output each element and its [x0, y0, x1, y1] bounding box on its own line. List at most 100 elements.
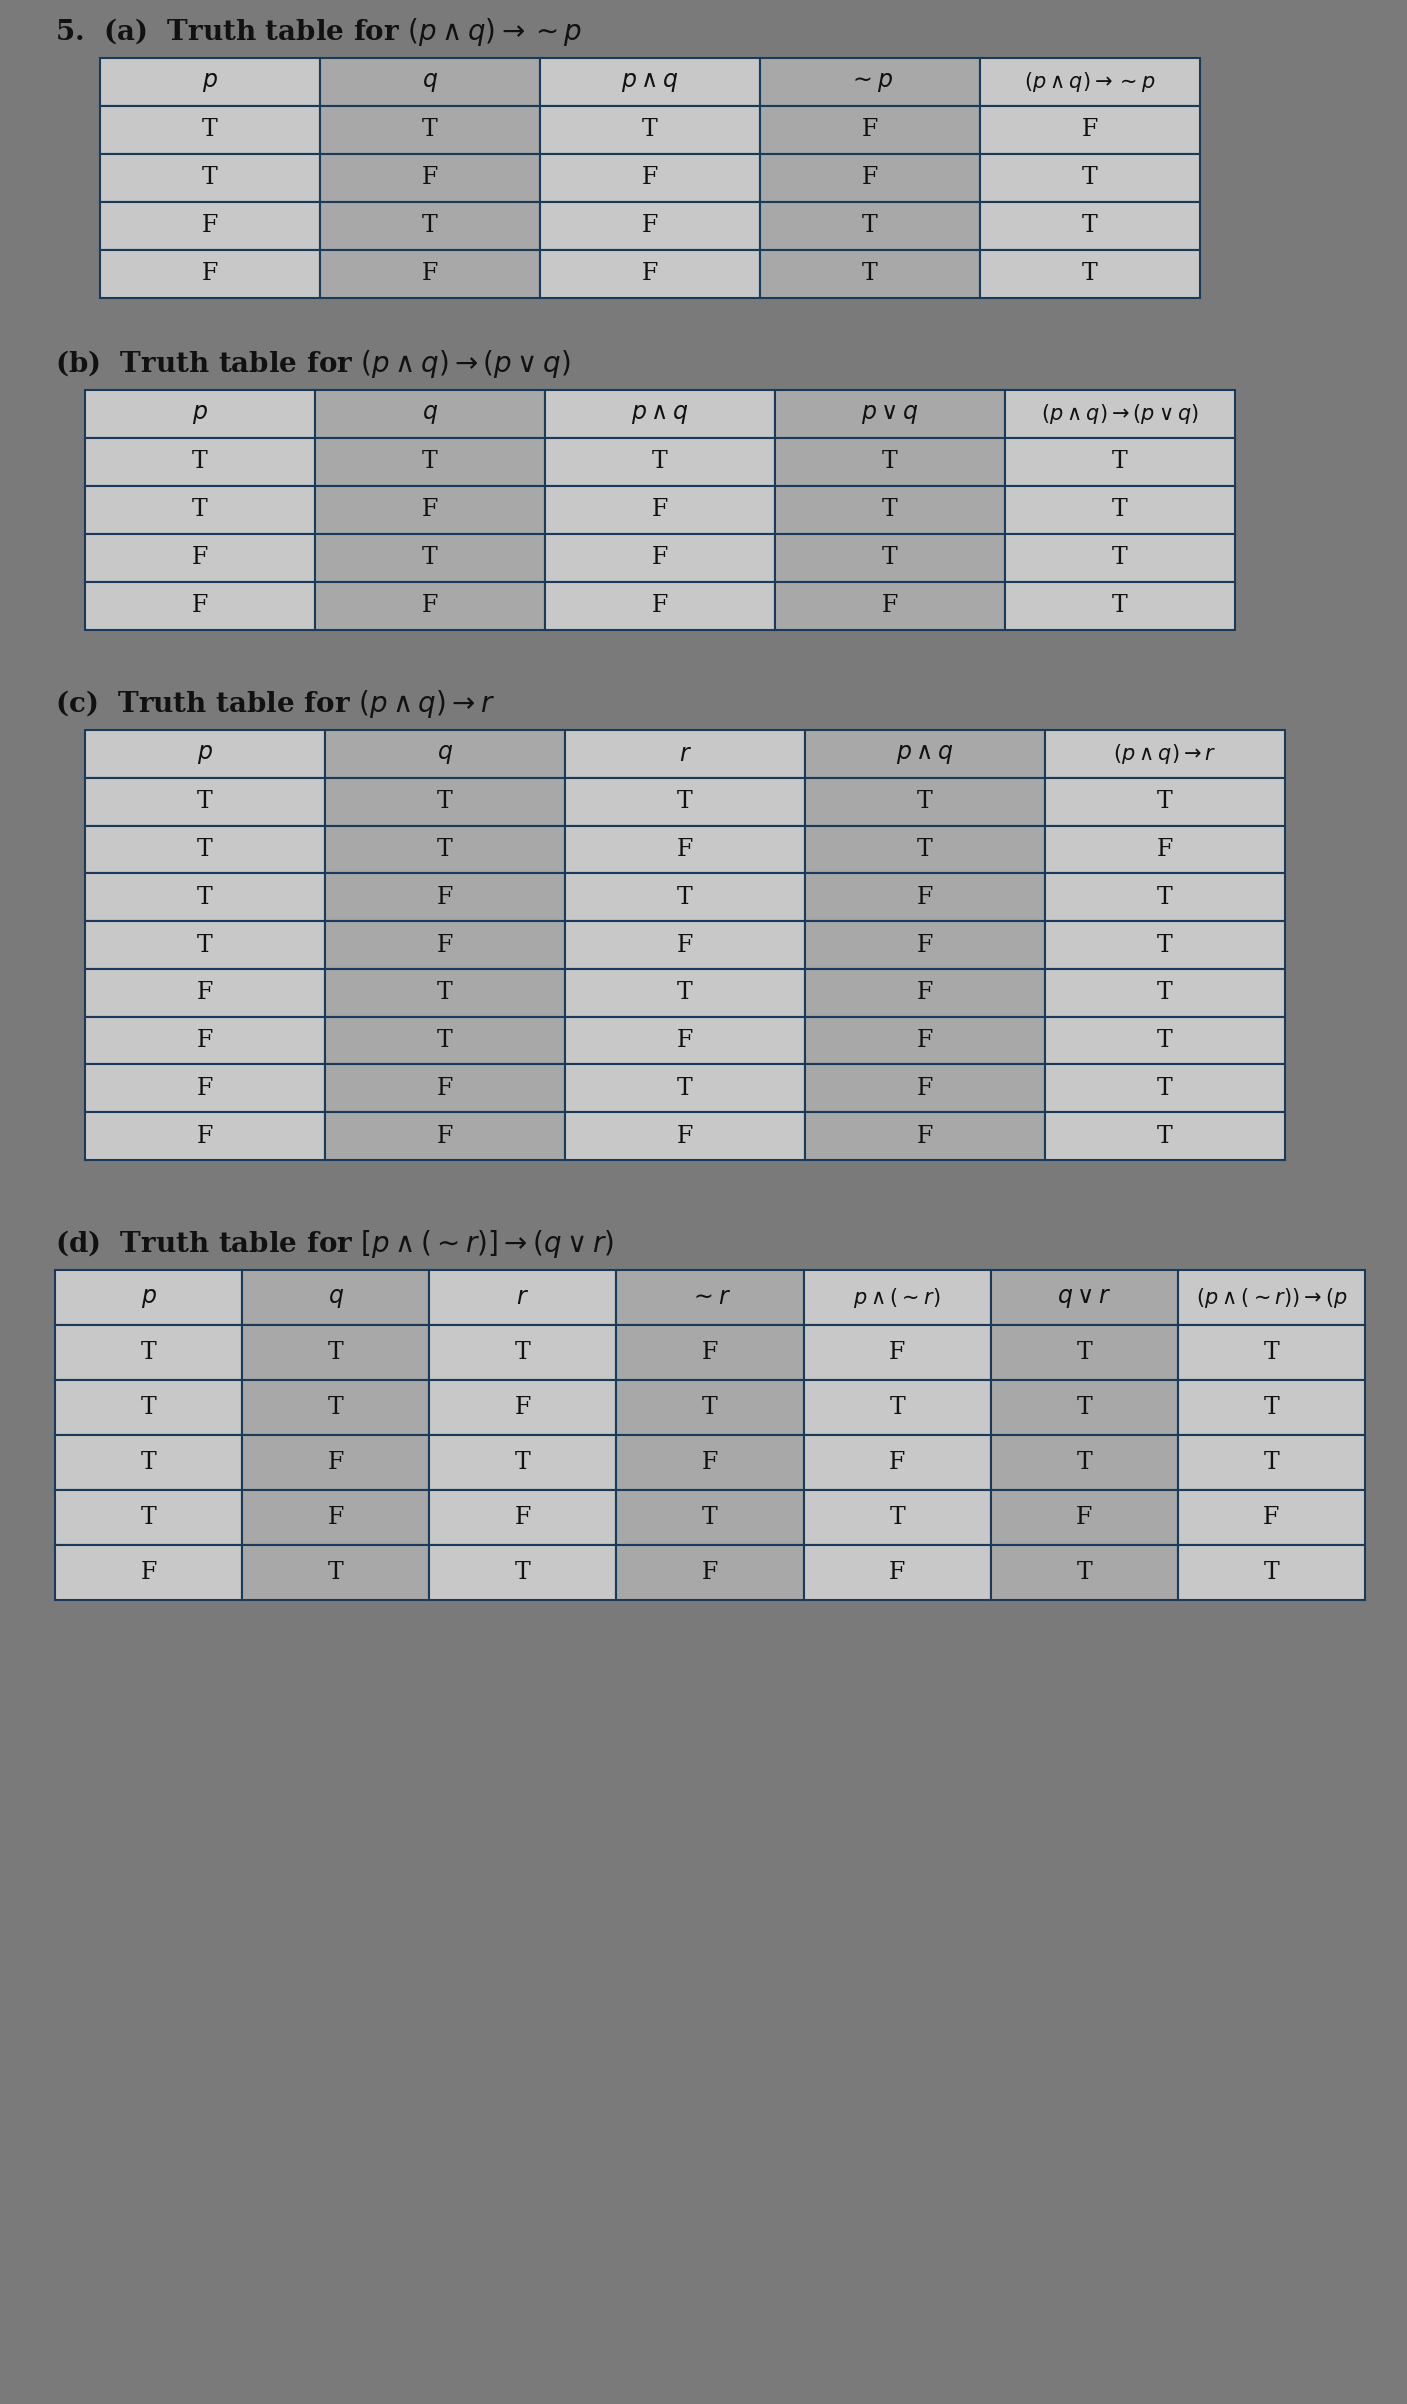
Bar [566, 1065, 805, 1113]
Text: F: F [677, 1125, 694, 1147]
Text: F: F [515, 1397, 530, 1418]
Bar [545, 534, 775, 582]
Text: T: T [422, 450, 438, 474]
Text: $p$: $p$ [197, 743, 212, 767]
Text: F: F [515, 1505, 530, 1529]
Text: T: T [422, 546, 438, 570]
Text: T: T [1263, 1397, 1279, 1418]
Text: F: F [191, 594, 208, 618]
Text: F: F [436, 1077, 453, 1101]
Text: F: F [651, 594, 668, 618]
Bar [100, 154, 319, 202]
Text: F: F [191, 546, 208, 570]
Bar [1005, 438, 1235, 486]
Text: T: T [882, 450, 898, 474]
Text: $p$: $p$ [203, 70, 218, 94]
Bar [1005, 486, 1235, 534]
Text: F: F [889, 1452, 905, 1474]
Bar [1045, 1017, 1285, 1065]
Bar [981, 106, 1200, 154]
Text: T: T [1157, 933, 1173, 957]
Bar [1045, 969, 1285, 1017]
Text: F: F [642, 214, 658, 238]
Text: T: T [197, 885, 212, 909]
Bar [1045, 873, 1285, 921]
Bar [566, 921, 805, 969]
Bar [1005, 582, 1235, 630]
Bar [616, 1380, 803, 1435]
Bar [55, 1325, 242, 1380]
Bar [1045, 825, 1285, 873]
Bar [55, 1435, 242, 1490]
Bar [1045, 1065, 1285, 1113]
Text: (d)  Truth table for $[p \wedge (\sim r)] \rightarrow (q \vee r)$: (d) Truth table for $[p \wedge (\sim r)]… [55, 1228, 613, 1260]
Bar [429, 1325, 616, 1380]
Text: T: T [882, 546, 898, 570]
Text: T: T [917, 791, 933, 813]
Text: $q$: $q$ [438, 743, 453, 767]
Bar [319, 250, 540, 298]
Bar [981, 154, 1200, 202]
Bar [991, 1380, 1178, 1435]
Bar [319, 106, 540, 154]
Text: F: F [422, 166, 438, 190]
Bar [100, 202, 319, 250]
Text: $(p \wedge q) \rightarrow (p \vee q)$: $(p \wedge q) \rightarrow (p \vee q)$ [1041, 401, 1199, 426]
Text: T: T [515, 1341, 530, 1363]
Text: T: T [1082, 262, 1097, 286]
Bar [100, 58, 319, 106]
Bar [84, 1017, 325, 1065]
Bar [545, 438, 775, 486]
Bar [84, 438, 315, 486]
Bar [805, 1113, 1045, 1161]
Text: F: F [422, 498, 438, 522]
Text: T: T [1157, 1125, 1173, 1147]
Bar [319, 202, 540, 250]
Bar [325, 873, 566, 921]
Bar [55, 1546, 242, 1601]
Bar [429, 1490, 616, 1546]
Text: $r$: $r$ [678, 743, 691, 767]
Text: F: F [328, 1505, 343, 1529]
Bar [1045, 731, 1285, 779]
Text: T: T [1076, 1341, 1092, 1363]
Text: $p \vee q$: $p \vee q$ [861, 401, 919, 426]
Text: T: T [1112, 450, 1128, 474]
Text: $(p \wedge (\sim r)) \rightarrow (p$: $(p \wedge (\sim r)) \rightarrow (p$ [1196, 1286, 1346, 1310]
Text: T: T [651, 450, 668, 474]
Text: T: T [193, 498, 208, 522]
Text: F: F [642, 262, 658, 286]
Bar [805, 921, 1045, 969]
Text: F: F [702, 1452, 718, 1474]
Text: T: T [1157, 1029, 1173, 1053]
Text: T: T [862, 262, 878, 286]
Text: F: F [201, 262, 218, 286]
Text: T: T [438, 839, 453, 861]
Bar [981, 250, 1200, 298]
Text: T: T [677, 791, 692, 813]
Text: T: T [889, 1505, 905, 1529]
Bar [315, 486, 545, 534]
Text: T: T [889, 1397, 905, 1418]
Bar [616, 1269, 803, 1325]
Bar [1178, 1380, 1365, 1435]
Bar [242, 1490, 429, 1546]
Text: $q$: $q$ [422, 401, 438, 426]
Bar [84, 873, 325, 921]
Text: T: T [1157, 981, 1173, 1005]
Text: $q \vee r$: $q \vee r$ [1057, 1286, 1112, 1310]
Text: F: F [862, 118, 878, 142]
Bar [805, 779, 1045, 825]
Text: F: F [677, 1029, 694, 1053]
Text: T: T [702, 1397, 718, 1418]
Bar [566, 825, 805, 873]
Bar [545, 389, 775, 438]
Bar [566, 731, 805, 779]
Bar [84, 582, 315, 630]
Text: T: T [1112, 498, 1128, 522]
Bar [805, 825, 1045, 873]
Text: T: T [882, 498, 898, 522]
Text: $q$: $q$ [328, 1286, 343, 1310]
Bar [1005, 534, 1235, 582]
Text: F: F [422, 262, 438, 286]
